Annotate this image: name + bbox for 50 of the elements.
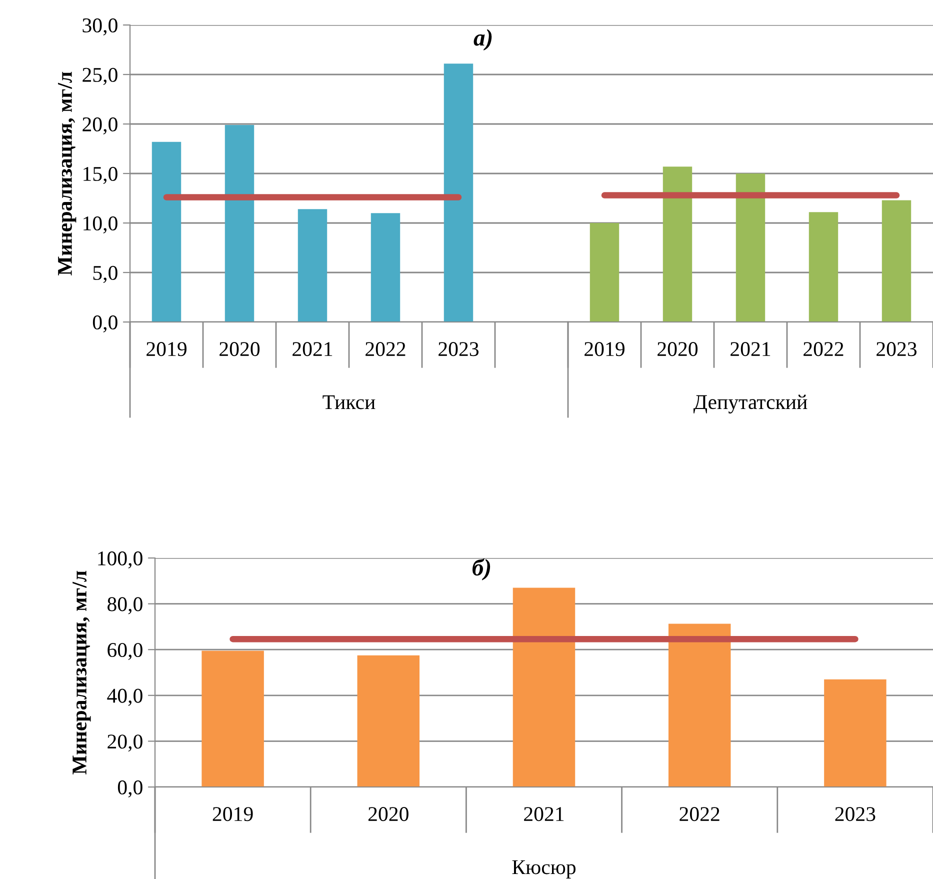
x-tick-label: 2023 bbox=[835, 807, 876, 822]
bar bbox=[662, 166, 692, 322]
x-tick-label: 2022 bbox=[804, 342, 844, 356]
y-axis-title: Минерализация, мг/л bbox=[58, 72, 76, 276]
bar bbox=[668, 624, 731, 787]
text: Тикси bbox=[322, 395, 376, 410]
x-tick-label: 2021 bbox=[292, 342, 332, 356]
x-tick-label: 2020 bbox=[368, 807, 408, 822]
y-tick-label: 80,0 bbox=[108, 597, 142, 614]
x-tick-label: 2022 bbox=[366, 342, 406, 356]
x-tick-label: 2020 bbox=[220, 342, 260, 356]
bar bbox=[512, 588, 576, 787]
y-tick-label: 20,0 bbox=[108, 734, 142, 752]
chart-title: б) bbox=[472, 558, 490, 580]
bar bbox=[357, 655, 420, 787]
y-tick-label: 0,0 bbox=[118, 780, 142, 798]
y-tick-label: 30,0 bbox=[82, 18, 118, 36]
bar bbox=[808, 212, 838, 322]
y-tick-label: 60,0 bbox=[108, 642, 142, 660]
x-tick-label: 2019 bbox=[146, 342, 186, 356]
y-tick-label: 20,0 bbox=[82, 117, 118, 134]
bar bbox=[444, 64, 474, 322]
x-tick-label: 2022 bbox=[680, 807, 720, 822]
y-tick-label: 5,0 bbox=[93, 266, 118, 283]
x-tick-label: 2021 bbox=[730, 342, 770, 356]
x-tick-label: 2023 bbox=[438, 342, 479, 356]
y-tick-label: 25,0 bbox=[82, 68, 118, 85]
x-tick-label: 2019 bbox=[584, 342, 624, 356]
x-tick-label: 2021 bbox=[524, 807, 564, 822]
bar bbox=[882, 200, 912, 322]
bar bbox=[824, 679, 886, 787]
bar bbox=[152, 142, 182, 322]
y-tick-label: 100,0 bbox=[98, 551, 142, 568]
text: Депутатский bbox=[693, 394, 808, 414]
bar bbox=[590, 223, 620, 322]
bar bbox=[202, 650, 264, 787]
bar bbox=[298, 209, 328, 322]
x-tick-label: 2023 bbox=[876, 342, 917, 356]
y-tick-label: 15,0 bbox=[84, 166, 118, 184]
bar bbox=[224, 124, 254, 322]
bar bbox=[370, 213, 400, 322]
x-tick-label: 2019 bbox=[212, 807, 253, 822]
chart-title: а) bbox=[474, 29, 492, 51]
x-tick-label: 2020 bbox=[658, 342, 698, 356]
bar bbox=[736, 174, 766, 322]
y-axis-title: Минерализация, мг/л bbox=[72, 570, 91, 774]
y-tick-label: 10,0 bbox=[84, 216, 118, 234]
y-tick-label: 40,0 bbox=[107, 688, 142, 706]
text: Кюсюр bbox=[512, 860, 576, 878]
y-tick-label: 0,0 bbox=[92, 315, 118, 332]
